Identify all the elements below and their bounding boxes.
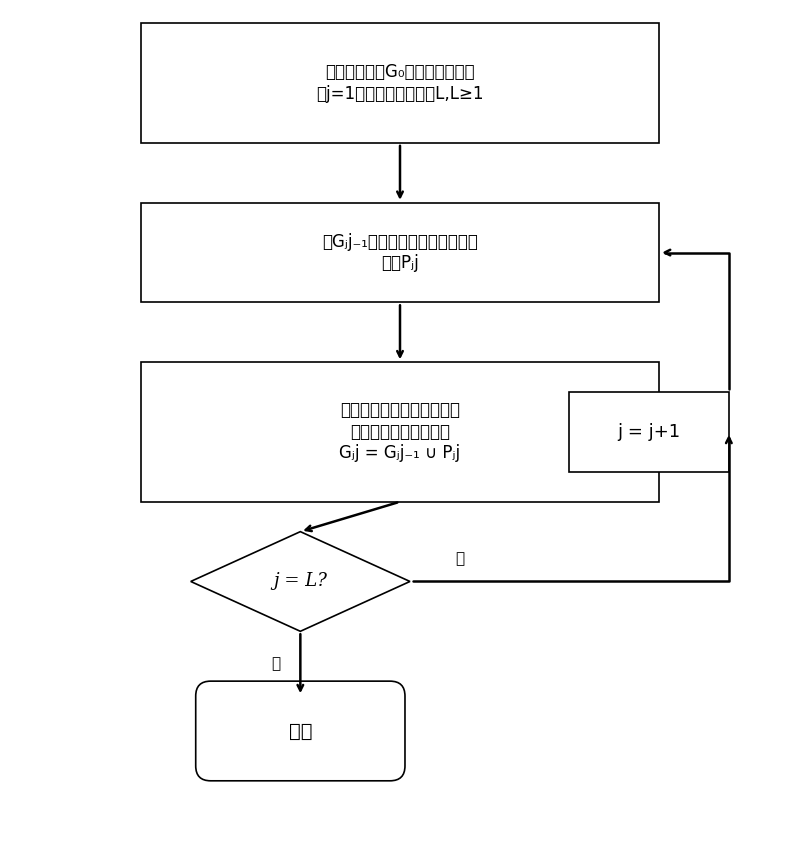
Text: Gⱼj = Gⱼj₋₁ ∪ Pⱼj: Gⱼj = Gⱼj₋₁ ∪ Pⱼj	[339, 445, 461, 462]
Text: j = L?: j = L?	[274, 573, 327, 590]
Text: 量j=1，设定总剖分级数L,L≥1: 量j=1，设定总剖分级数L,L≥1	[316, 85, 484, 103]
Text: 集合Pⱼj: 集合Pⱼj	[381, 254, 419, 272]
Text: 是: 是	[271, 656, 280, 671]
Text: 选择初始网格G₀，初始化控制变: 选择初始网格G₀，初始化控制变	[325, 63, 475, 82]
Text: 对Gⱼj₋₁进行剖分，得到新增顶点: 对Gⱼj₋₁进行剖分，得到新增顶点	[322, 232, 478, 251]
Text: 结束: 结束	[289, 722, 312, 740]
Text: 组合新增顶点和原有顶点，: 组合新增顶点和原有顶点，	[340, 402, 460, 419]
FancyBboxPatch shape	[141, 362, 659, 502]
Polygon shape	[190, 531, 410, 632]
FancyBboxPatch shape	[141, 203, 659, 302]
Text: 得到剖分后的三角网格: 得到剖分后的三角网格	[350, 423, 450, 441]
FancyBboxPatch shape	[570, 392, 729, 472]
Text: j = j+1: j = j+1	[618, 423, 681, 441]
Text: 否: 否	[455, 552, 464, 567]
FancyBboxPatch shape	[141, 24, 659, 143]
FancyBboxPatch shape	[196, 681, 405, 781]
